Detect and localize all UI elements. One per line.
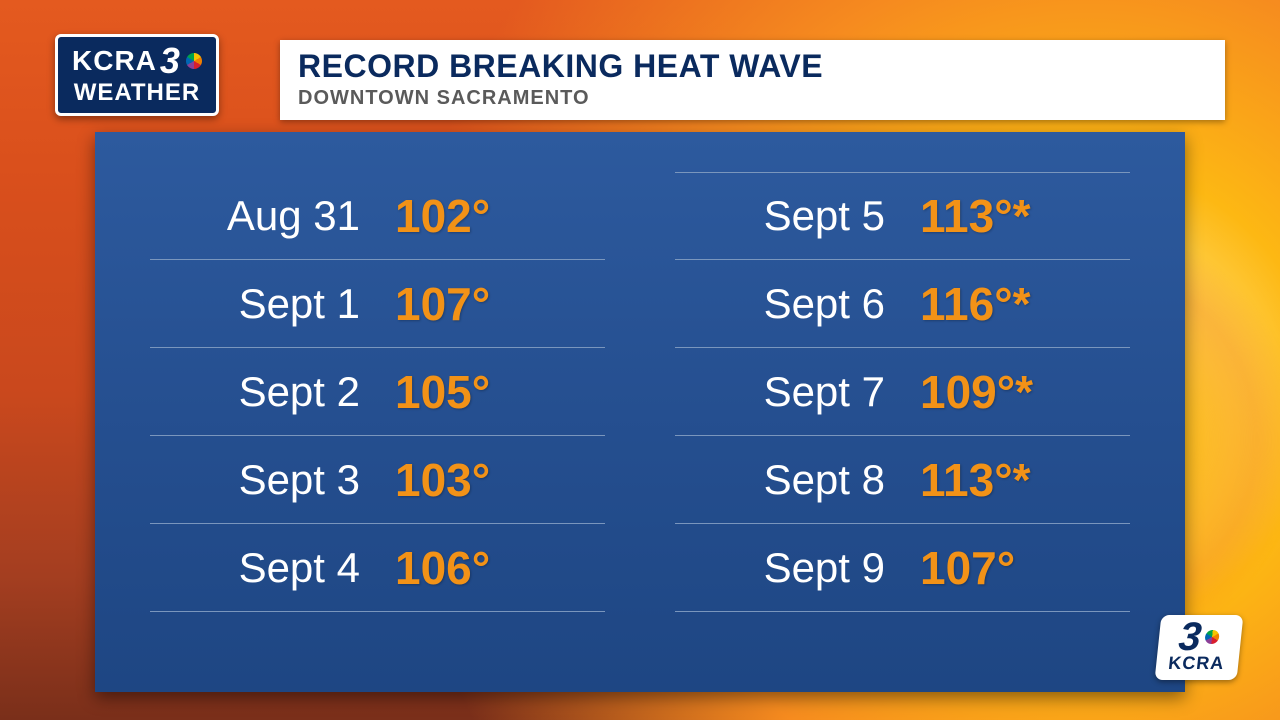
date-label: Sept 7: [675, 368, 910, 416]
title-bar: RECORD BREAKING HEAT WAVE DOWNTOWN SACRA…: [280, 40, 1225, 120]
temp-row: Sept 6 116°*: [675, 260, 1130, 348]
temp-row: Sept 9 107°: [675, 524, 1130, 612]
bug-name: KCRA: [1167, 653, 1225, 674]
temp-row: Sept 3 103°: [150, 436, 605, 524]
temp-value: 107°: [910, 541, 1130, 595]
title-sub: DOWNTOWN SACRAMENTO: [298, 87, 1207, 110]
date-label: Sept 1: [150, 280, 385, 328]
temp-value: 105°: [385, 365, 605, 419]
date-label: Sept 6: [675, 280, 910, 328]
temperature-panel: Aug 31 102° Sept 1 107° Sept 2 105° Sept…: [95, 132, 1185, 692]
temp-column-right: Sept 5 113°* Sept 6 116°* Sept 7 109°* S…: [675, 172, 1130, 662]
temp-value: 109°*: [910, 365, 1130, 419]
date-label: Sept 2: [150, 368, 385, 416]
temp-value: 116°*: [910, 277, 1130, 331]
temp-row: Sept 7 109°*: [675, 348, 1130, 436]
date-label: Sept 9: [675, 544, 910, 592]
station-bug-bottomright: 3 KCRA: [1158, 615, 1240, 680]
station-sub: WEATHER: [74, 81, 201, 105]
peacock-icon: [186, 53, 202, 69]
peacock-icon: [1204, 630, 1219, 644]
date-label: Aug 31: [150, 192, 385, 240]
date-label: Sept 8: [675, 456, 910, 504]
temp-value: 106°: [385, 541, 605, 595]
title-main: RECORD BREAKING HEAT WAVE: [298, 48, 1207, 85]
temp-value: 113°*: [910, 189, 1130, 243]
temp-value: 102°: [385, 189, 605, 243]
temp-row: Aug 31 102°: [150, 172, 605, 260]
date-label: Sept 5: [675, 192, 910, 240]
temp-value: 107°: [385, 277, 605, 331]
temp-row: Sept 1 107°: [150, 260, 605, 348]
temp-row: Sept 4 106°: [150, 524, 605, 612]
temp-column-left: Aug 31 102° Sept 1 107° Sept 2 105° Sept…: [150, 172, 605, 662]
temp-row: Sept 5 113°*: [675, 172, 1130, 260]
date-label: Sept 3: [150, 456, 385, 504]
temp-value: 113°*: [910, 453, 1130, 507]
station-name: KCRA: [72, 47, 157, 75]
bug-channel: 3: [1177, 619, 1203, 655]
station-channel: 3: [160, 43, 181, 79]
station-logo-topleft: KCRA 3 WEATHER: [55, 34, 219, 116]
temp-value: 103°: [385, 453, 605, 507]
temp-row: Sept 2 105°: [150, 348, 605, 436]
date-label: Sept 4: [150, 544, 385, 592]
temp-row: Sept 8 113°*: [675, 436, 1130, 524]
